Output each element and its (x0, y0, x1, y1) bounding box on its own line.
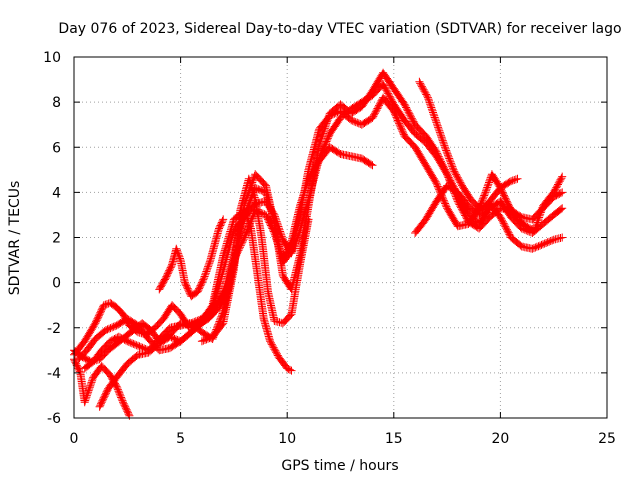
series-markers (74, 143, 377, 364)
series-2 (70, 80, 567, 366)
series-markers (197, 174, 313, 346)
y-tick-label: 8 (52, 95, 61, 111)
chart-title: Day 076 of 2023, Sidereal Day-to-day VTE… (58, 21, 621, 37)
y-tick-label: 0 (52, 276, 61, 292)
y-tick-label: 6 (52, 140, 61, 156)
series-markers (70, 80, 567, 366)
series-markers (70, 93, 567, 359)
series-1 (70, 93, 567, 359)
series-8 (197, 174, 313, 346)
y-tick-label: 10 (43, 50, 61, 66)
y-tick-label: 2 (52, 231, 61, 247)
x-axis-label: GPS time / hours (281, 458, 398, 474)
y-tick-label: -6 (47, 411, 61, 427)
series-3 (74, 143, 377, 364)
x-tick-label: 25 (598, 431, 616, 447)
x-tick-label: 0 (70, 431, 79, 447)
series-markers (95, 206, 296, 411)
data-points (70, 68, 567, 420)
y-tick-label: -4 (47, 366, 61, 382)
x-axis-ticks: 0 5 10 15 20 25 (70, 57, 616, 447)
series-markers (155, 215, 228, 301)
x-tick-label: 15 (385, 431, 403, 447)
y-axis-ticks: -6 -4 -2 0 2 4 6 8 10 (43, 50, 607, 427)
plot-frame (73, 56, 608, 419)
x-tick-label: 20 (491, 431, 509, 447)
y-axis-label: SDTVAR / TECUs (7, 181, 23, 296)
x-tick-label: 5 (176, 431, 185, 447)
series-markers (415, 77, 567, 235)
series-6 (95, 206, 296, 411)
y-tick-label: 4 (52, 185, 61, 201)
series-7 (155, 215, 228, 301)
y-tick-label: -2 (47, 321, 61, 337)
series-10 (415, 77, 567, 235)
x-tick-label: 10 (278, 431, 296, 447)
